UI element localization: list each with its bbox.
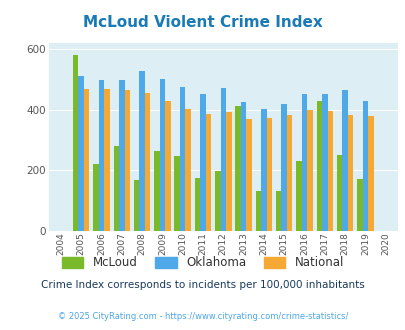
Bar: [266, 117, 271, 231]
Bar: [281, 104, 286, 231]
Bar: [139, 71, 145, 231]
Bar: [336, 154, 341, 231]
Bar: [301, 94, 307, 231]
Bar: [316, 101, 321, 231]
Bar: [84, 89, 89, 231]
Bar: [185, 109, 190, 231]
Bar: [179, 87, 185, 231]
Bar: [327, 111, 332, 231]
Bar: [119, 80, 124, 231]
Text: McLoud Violent Crime Index: McLoud Violent Crime Index: [83, 15, 322, 30]
Bar: [347, 115, 352, 231]
Bar: [124, 90, 130, 231]
Bar: [296, 161, 301, 231]
Bar: [356, 180, 362, 231]
Bar: [286, 115, 292, 231]
Bar: [255, 191, 260, 231]
Bar: [154, 150, 159, 231]
Bar: [307, 110, 312, 231]
Bar: [93, 164, 98, 231]
Bar: [194, 178, 200, 231]
Bar: [104, 89, 109, 231]
Bar: [113, 146, 119, 231]
Bar: [134, 180, 139, 231]
Legend: McLoud, Oklahoma, National: McLoud, Oklahoma, National: [57, 252, 348, 274]
Bar: [362, 101, 367, 231]
Bar: [98, 80, 104, 231]
Bar: [78, 76, 84, 231]
Bar: [165, 101, 170, 231]
Bar: [275, 191, 281, 231]
Text: Crime Index corresponds to incidents per 100,000 inhabitants: Crime Index corresponds to incidents per…: [41, 280, 364, 290]
Bar: [205, 114, 211, 231]
Bar: [321, 94, 327, 231]
Text: © 2025 CityRating.com - https://www.cityrating.com/crime-statistics/: © 2025 CityRating.com - https://www.city…: [58, 312, 347, 321]
Bar: [260, 109, 266, 231]
Bar: [145, 93, 150, 231]
Bar: [215, 171, 220, 231]
Bar: [159, 79, 165, 231]
Bar: [174, 156, 179, 231]
Bar: [220, 88, 226, 231]
Bar: [235, 106, 240, 231]
Bar: [73, 55, 78, 231]
Bar: [246, 119, 251, 231]
Bar: [367, 116, 373, 231]
Bar: [226, 113, 231, 231]
Bar: [200, 94, 205, 231]
Bar: [240, 102, 246, 231]
Bar: [341, 90, 347, 231]
